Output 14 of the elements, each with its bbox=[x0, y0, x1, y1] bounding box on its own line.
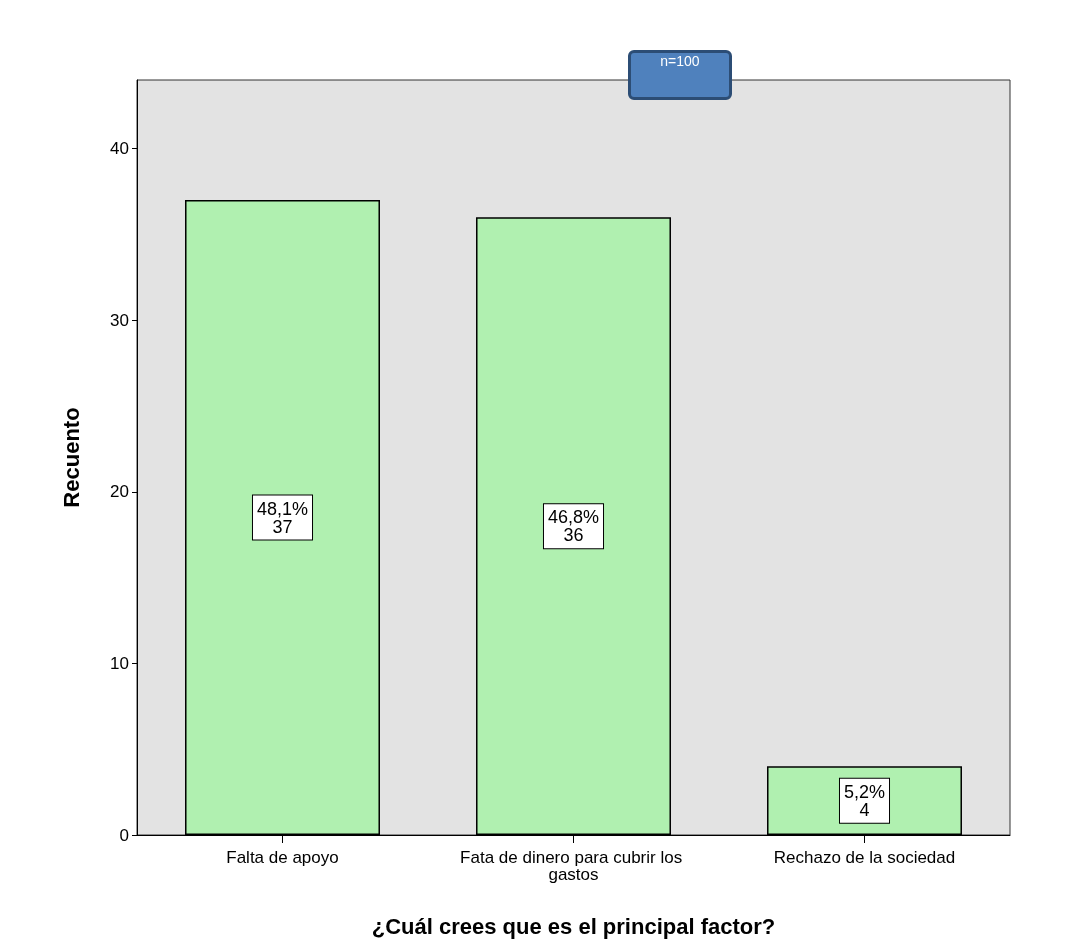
y-tick-label: 0 bbox=[119, 825, 129, 845]
data-label: 5,2% 4 bbox=[843, 781, 886, 820]
y-tick-label: 30 bbox=[110, 310, 129, 330]
note-box: n=100 bbox=[628, 50, 732, 100]
y-axis-title: Recuento bbox=[58, 407, 84, 508]
y-tick-label: 40 bbox=[110, 139, 129, 159]
y-tick-label: 10 bbox=[110, 653, 129, 673]
x-tick-label: Rechazo de la sociedad bbox=[773, 848, 956, 867]
x-tick-label: Fata de dinero para cubrir los gastos bbox=[460, 848, 687, 884]
x-axis-title: ¿Cuál crees que es el principal factor? bbox=[371, 913, 776, 939]
y-tick-label: 20 bbox=[110, 482, 129, 502]
data-label: 46,8% 36 bbox=[547, 507, 600, 546]
x-tick-label: Falta de apoyo bbox=[226, 848, 339, 867]
data-label: 48,1% 37 bbox=[256, 498, 309, 537]
